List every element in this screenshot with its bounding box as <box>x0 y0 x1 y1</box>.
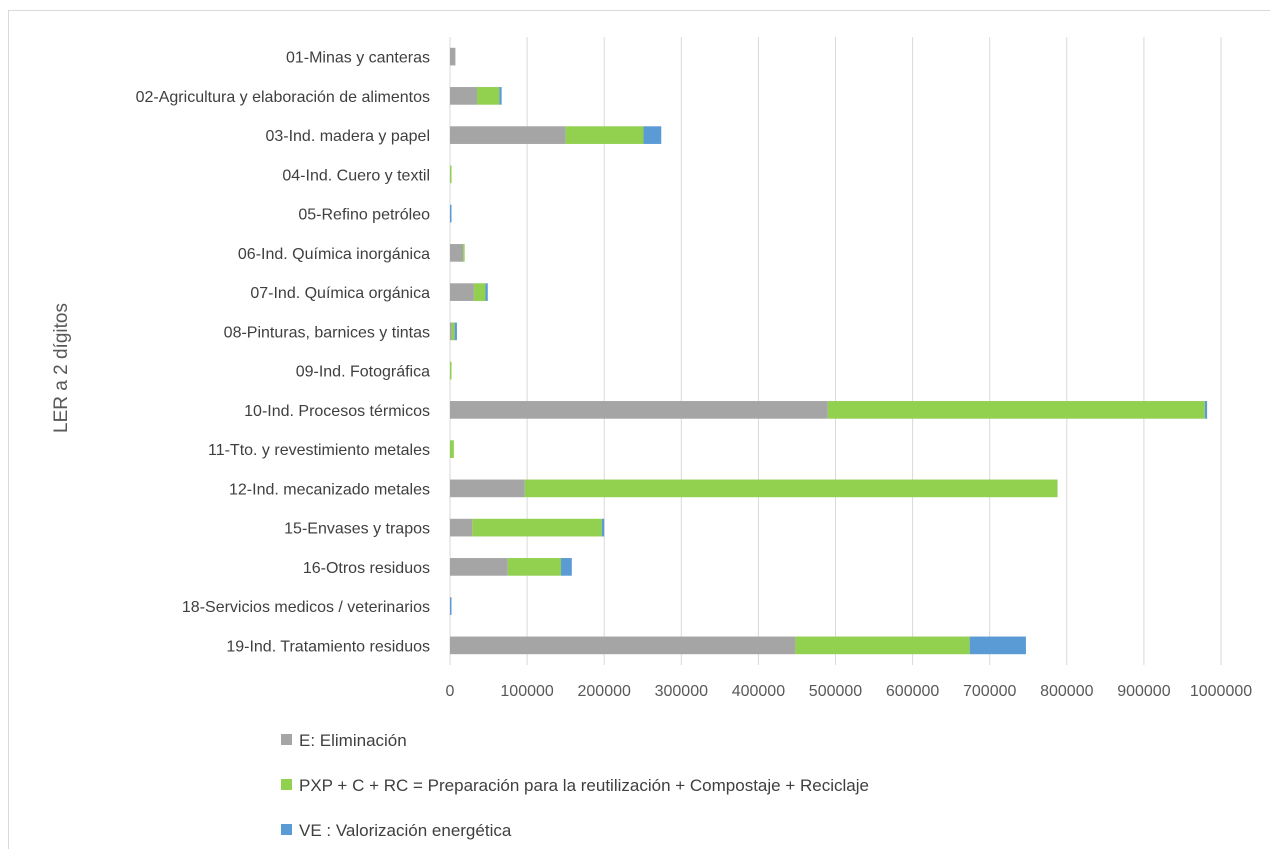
category-labels: 01-Minas y canteras 02-Agricultura y elab… <box>136 50 430 656</box>
category-label: 04-Ind. Cuero y textil <box>282 167 430 184</box>
x-tick-labels: 0 100000 200000 300000 400000 500000 600000 700… <box>446 683 1253 700</box>
bar-segment <box>451 322 455 341</box>
bar-segment <box>643 126 662 144</box>
bar-segment <box>450 479 525 498</box>
bar-segment <box>565 126 644 144</box>
category-label: 15-Envases y trapos <box>284 521 430 538</box>
bar-segment <box>601 518 605 537</box>
x-tick-label: 700000 <box>963 683 1016 700</box>
bar-segment <box>450 165 452 184</box>
bar-segment <box>463 244 465 262</box>
legend-item-reciclaje: PXP + C + RC = Preparación para la reuti… <box>281 775 869 797</box>
x-tick-label: 200000 <box>578 683 631 700</box>
category-label: 09-Ind. Fotográfica <box>296 364 430 381</box>
bar-segment <box>472 518 602 537</box>
x-tick-label: 300000 <box>655 683 708 700</box>
category-label: 12-Ind. mecanizado metales <box>229 481 430 498</box>
legend-label-reciclaje: PXP + C + RC = Preparación para la reuti… <box>299 776 869 795</box>
legend-item-valorizacion: VE : Valorización energética <box>281 820 869 842</box>
bar-segment <box>450 636 796 655</box>
legend-item-eliminacion: E: Eliminación <box>281 730 869 752</box>
category-label: 06-Ind. Química inorgánica <box>238 246 430 263</box>
category-label: 10-Ind. Procesos térmicos <box>244 403 430 420</box>
legend-label-eliminacion: E: Eliminación <box>299 731 407 750</box>
bar-segment <box>450 244 464 262</box>
bar-segment <box>450 361 452 380</box>
bar-segment <box>450 204 452 223</box>
x-tick-label: 400000 <box>732 683 785 700</box>
bar-segment <box>1204 401 1208 419</box>
category-label: 07-Ind. Química orgánica <box>250 285 430 302</box>
x-tick-label: 500000 <box>809 683 862 700</box>
bars <box>450 47 1208 655</box>
bar-segment <box>450 597 452 615</box>
bar-segment <box>795 636 970 655</box>
bar-segment <box>969 636 1026 655</box>
bar-segment <box>450 440 454 458</box>
bar-segment <box>450 126 566 144</box>
category-label: 03-Ind. madera y papel <box>265 128 430 145</box>
category-label: 18-Servicios medicos / veterinarios <box>182 599 430 616</box>
bar-segment <box>561 558 572 576</box>
legend-label-valorizacion: VE : Valorización energética <box>299 821 512 840</box>
bar-segment <box>450 401 828 419</box>
bar-segment <box>473 283 486 301</box>
legend-swatch-reciclaje <box>281 779 292 791</box>
bar-segment <box>485 283 488 301</box>
x-tick-label: 1000000 <box>1190 683 1252 700</box>
category-label: 01-Minas y canteras <box>286 50 430 67</box>
category-label: 02-Agricultura y elaboración de alimento… <box>136 89 430 106</box>
category-label: 11-Tto. y revestimiento metales <box>208 442 430 459</box>
category-label: 19-Ind. Tratamiento residuos <box>226 638 430 655</box>
bar-segment <box>450 47 456 66</box>
x-tick-label: 900000 <box>1117 683 1170 700</box>
category-label: 16-Otros residuos <box>303 560 430 577</box>
x-tick-label: 0 <box>446 683 455 700</box>
bar-segment <box>454 322 457 341</box>
x-tick-label: 100000 <box>500 683 553 700</box>
bar-segment <box>450 283 474 301</box>
y-axis-label: LER a 2 dígitos <box>51 303 72 433</box>
gridlines <box>449 37 1222 665</box>
category-label: 08-Pinturas, barnices y tintas <box>224 324 430 341</box>
legend-swatch-eliminacion <box>281 734 292 746</box>
category-label: 05-Refino petróleo <box>298 207 430 224</box>
legend: E: Eliminación PXP + C + RC = Preparació… <box>281 730 869 865</box>
bar-segment <box>524 479 1058 498</box>
bar-segment <box>450 322 452 341</box>
bar-segment <box>450 87 477 105</box>
bar-segment <box>827 401 1205 419</box>
bar-segment <box>499 87 502 105</box>
legend-swatch-valorizacion <box>281 824 292 836</box>
bar-segment <box>507 558 562 576</box>
x-tick-label: 800000 <box>1040 683 1093 700</box>
bar-segment <box>450 518 473 537</box>
x-tick-label: 600000 <box>886 683 939 700</box>
bar-segment <box>476 87 500 105</box>
bar-segment <box>450 558 508 576</box>
chart-frame <box>8 10 1270 849</box>
